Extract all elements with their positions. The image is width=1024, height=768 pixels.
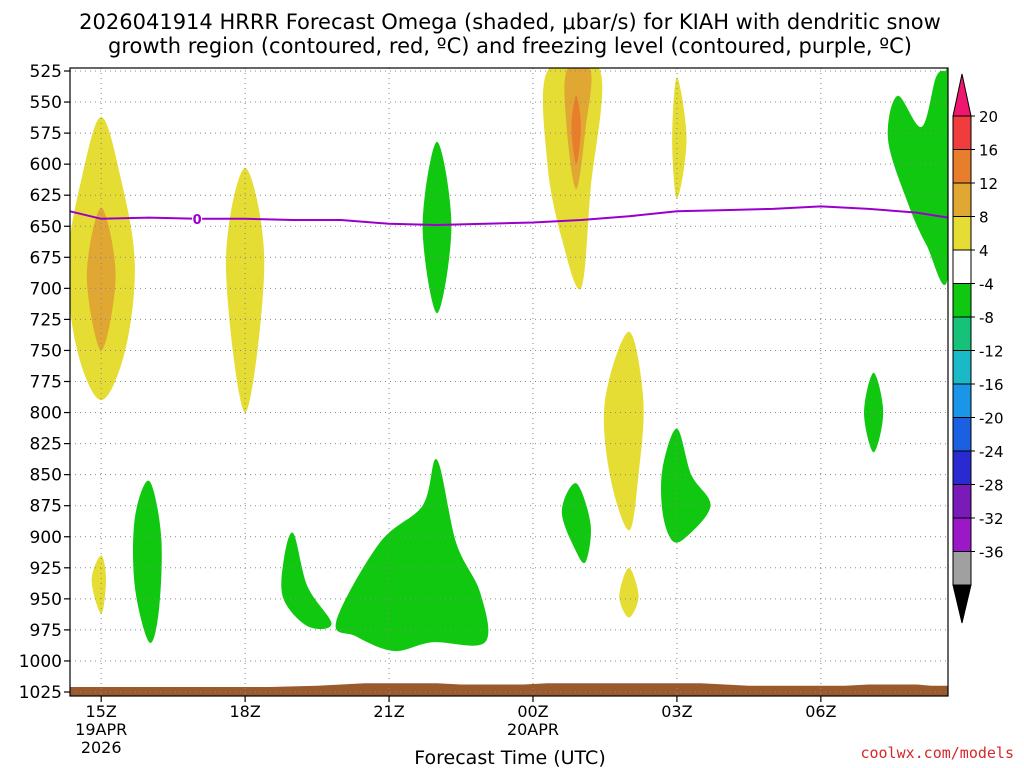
colorbar-label-13: -36 — [979, 544, 1004, 562]
colorbar-segment-10 — [952, 417, 972, 452]
y-tick-label-750: 750 — [30, 341, 62, 361]
y-tick-label-625: 625 — [30, 186, 62, 206]
y-axis: 525 550 575 600 625 650 675 700 725 750 775 800 825 8… — [19, 62, 70, 703]
colorbar-label-12: -32 — [979, 510, 1004, 528]
omega-region-7 — [672, 77, 687, 199]
omega-region-10 — [422, 141, 452, 314]
freezing-level-label: 0 — [193, 213, 202, 228]
y-tick-label-700: 700 — [30, 279, 62, 299]
credit-text: coolwx.com/models — [860, 744, 1014, 762]
omega-region-8 — [603, 331, 644, 531]
colorbar-label-5: -4 — [979, 276, 994, 294]
chart-title-line-2: growth region (contoured, red, ºC) and f… — [108, 34, 912, 58]
x-tick-label-24-0: 00Z — [517, 702, 548, 721]
y-tick-label-1000: 1000 — [19, 652, 62, 672]
colorbar-top-arrow — [952, 73, 972, 117]
colorbar-label-7: -12 — [979, 343, 1004, 361]
y-tick-label-875: 875 — [30, 497, 62, 517]
omega-region-9 — [619, 567, 639, 618]
x-tick-label-15-2: 2026 — [81, 738, 122, 757]
colorbar-segment-12 — [952, 484, 972, 519]
omega-region-11 — [133, 480, 162, 643]
colorbar-segment-6 — [952, 283, 972, 318]
omega-region-16 — [864, 372, 884, 453]
omega-region-17 — [887, 68, 948, 286]
x-tick-label-15-0: 15Z — [86, 702, 117, 721]
terrain-layer — [70, 683, 948, 696]
y-tick-label-925: 925 — [30, 559, 62, 579]
colorbar-segment-4 — [952, 216, 972, 251]
x-tick-label-18-0: 18Z — [229, 702, 260, 721]
colorbar-label-8: -16 — [979, 376, 1004, 394]
omega-region-3 — [91, 555, 106, 614]
freezing-label-bg — [192, 210, 203, 227]
colorbar-segment-13 — [952, 517, 972, 552]
colorbar-segment-5 — [952, 249, 972, 284]
y-tick-label-1025: 1025 — [19, 683, 62, 703]
y-tick-label-950: 950 — [30, 590, 62, 610]
freezing-level-layer: 0 — [69, 205, 949, 228]
x-tick-label-21-0: 21Z — [373, 702, 404, 721]
colorbar-label-0: 20 — [979, 108, 998, 126]
omega-region-14 — [561, 483, 591, 564]
colorbar-segment-9 — [952, 383, 972, 418]
omega-region-2 — [225, 167, 265, 413]
colorbar-segment-14 — [952, 551, 972, 586]
omega-region-6 — [571, 95, 581, 165]
colorbar-segment-11 — [952, 450, 972, 485]
x-tick-label-15-1: 19APR — [75, 720, 127, 739]
y-tick-label-775: 775 — [30, 373, 62, 393]
colorbar-label-6: -8 — [979, 309, 994, 327]
omega-region-4 — [542, 68, 603, 290]
colorbar-segment-2 — [952, 149, 972, 184]
omega-region-12 — [281, 532, 332, 630]
colorbar-segment-3 — [952, 182, 972, 217]
colorbar-bottom-arrow — [952, 584, 972, 624]
colorbar-segment-7 — [952, 316, 972, 351]
colorbar-label-10: -24 — [979, 443, 1004, 461]
omega-shaded-regions — [70, 68, 948, 652]
x-tick-label-24-1: 20APR — [507, 720, 559, 739]
y-tick-label-850: 850 — [30, 466, 62, 486]
y-tick-label-525: 525 — [30, 62, 62, 82]
plot-frame — [69, 67, 949, 697]
freezing-level-line — [69, 205, 949, 227]
grid-lines — [70, 68, 948, 696]
colorbar-label-2: 12 — [979, 175, 998, 193]
colorbar-label-3: 8 — [979, 209, 989, 227]
colorbar: 20 16 12 8 4 -4 -8 -12 -16 -20 -24 -28 -32 -36 — [952, 73, 1004, 624]
colorbar-label-9: -20 — [979, 410, 1004, 428]
colorbar-label-11: -28 — [979, 477, 1004, 495]
y-tick-label-550: 550 — [30, 93, 62, 113]
chart-title-line-1: 2026041914 HRRR Forecast Omega (shaded, … — [79, 10, 941, 34]
y-tick-label-725: 725 — [30, 310, 62, 330]
y-tick-label-575: 575 — [30, 124, 62, 144]
terrain-fill — [70, 683, 948, 696]
y-tick-label-800: 800 — [30, 404, 62, 424]
colorbar-label-4: 4 — [979, 242, 989, 260]
colorbar-label-1: 16 — [979, 142, 998, 160]
colorbar-segment-1 — [952, 115, 972, 150]
y-tick-label-825: 825 — [30, 435, 62, 455]
colorbar-segment-8 — [952, 350, 972, 385]
y-tick-label-675: 675 — [30, 248, 62, 268]
y-tick-label-900: 900 — [30, 528, 62, 548]
y-tick-label-600: 600 — [30, 155, 62, 175]
x-tick-label-27-0: 03Z — [661, 702, 692, 721]
y-tick-label-975: 975 — [30, 621, 62, 641]
omega-region-15 — [660, 428, 711, 543]
y-tick-label-650: 650 — [30, 217, 62, 237]
x-tick-label-30-0: 06Z — [805, 702, 836, 721]
omega-region-13 — [335, 459, 489, 652]
x-axis-title: Forecast Time (UTC) — [414, 747, 605, 768]
